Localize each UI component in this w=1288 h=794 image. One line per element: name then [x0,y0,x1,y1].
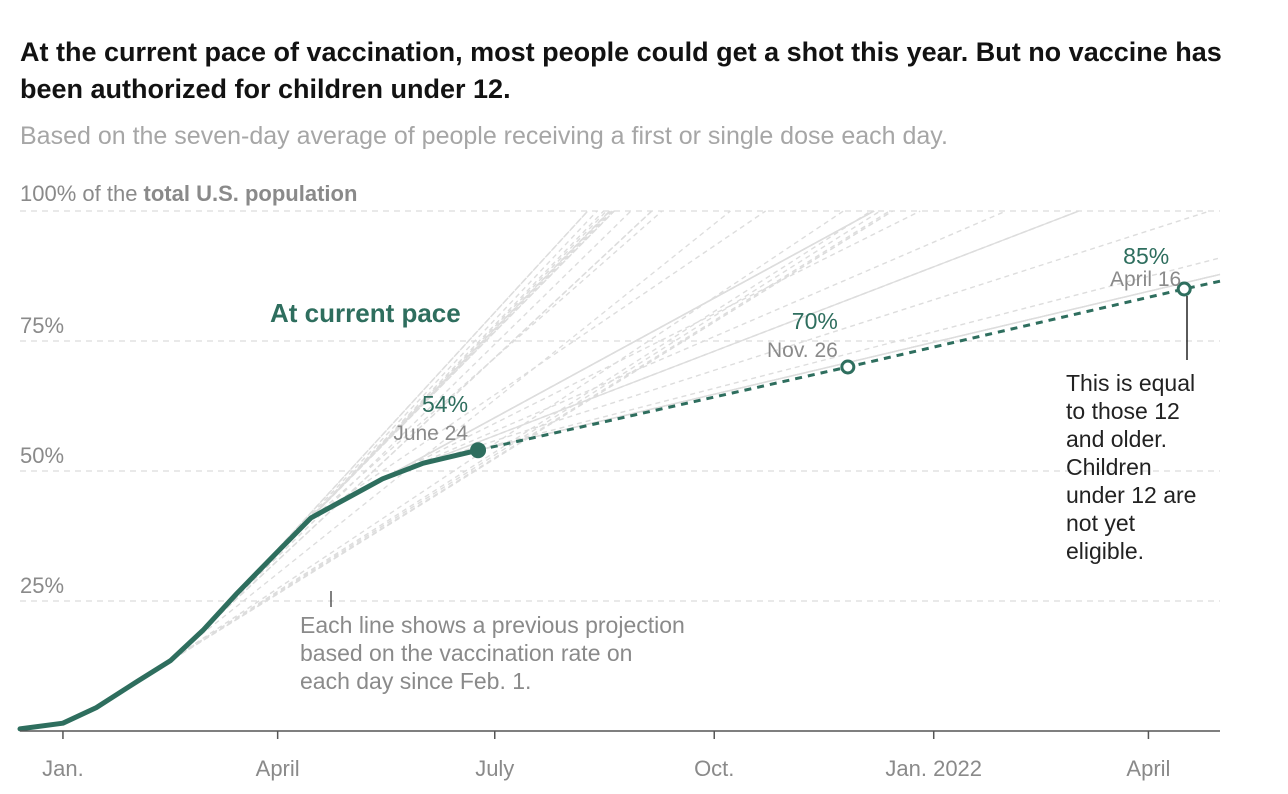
y-tick-label: 75% [20,313,64,338]
y-axis-label-bold: total U.S. population [144,181,358,206]
background-note: Each line shows a previous projection ba… [300,612,691,694]
annotation-line-2: to those 12 [1066,398,1180,424]
marker-date-label: June 24 [393,422,468,445]
projection-line [165,210,893,665]
projection-line [279,210,611,550]
x-tick-label: April [256,756,300,781]
y-tick-label: 25% [20,573,64,598]
background-note-line-3: each day since Feb. 1. [300,668,531,694]
annotation-line-7: eligible. [1066,538,1144,564]
annotation-line-5: under 12 are [1066,482,1196,508]
annotation-line-1: This is equal [1066,370,1195,396]
projection-line [179,210,731,653]
annotation-line-6: not yet [1066,510,1136,536]
x-ticks: Jan. April July Oct. Jan. 2022 April [42,731,1170,781]
projection-line [200,210,653,633]
annotation-line-4: Children [1066,454,1152,480]
projection-line [143,210,881,678]
marker-date-label: April 16 [1110,268,1181,291]
background-note-line-1: Each line shows a previous projection [300,612,685,638]
series-lines [17,279,1221,732]
actual-line [17,447,481,732]
y-axis-label: 100% of the total U.S. population [20,181,357,206]
projection-line [379,210,875,481]
y-axis-label-prefix: 100% of the [20,181,144,206]
projection-line [308,210,615,521]
marker-point [840,359,856,375]
marker-value-label: 70% [792,308,838,334]
projection-line [387,210,921,478]
projection-line [236,210,589,594]
chart-title: At the current pace of vaccination, most… [20,37,1222,104]
y-tick-label: 50% [20,443,64,468]
y-ticks: 25% 50% 75% [20,313,64,598]
projection-line [430,210,1211,463]
projection-line [422,210,1080,464]
projection-line [315,210,663,516]
x-tick-label: April [1126,756,1170,781]
annotation-under-12: This is equal to those 12 and older. Chi… [1066,370,1203,564]
x-tick-label: Oct. [694,756,734,781]
marker-value-label: 85% [1123,243,1169,269]
x-tick-label: July [475,756,514,781]
markers: 54% June 24 70% Nov. 26 85%April 16 [393,243,1192,459]
marker-date-label: Nov. 26 [767,339,838,362]
projection-line [172,210,844,660]
background-note-line-2: based on the vaccination rate on [300,640,632,666]
background-projections [136,210,1221,683]
projection-line-current [477,279,1221,452]
chart-subtitle: Based on the seven-day average of people… [20,122,948,150]
series-label: At current pace [270,298,461,328]
projection-line [136,210,872,683]
x-tick-label: Jan. 2022 [885,756,982,781]
marker-value-label: 54% [422,391,468,417]
projection-line [322,210,767,512]
projection-line [394,210,1007,475]
marker-point [1176,281,1192,297]
marker-point [470,442,487,459]
x-tick-label: Jan. [42,756,84,781]
gridlines [20,210,1220,602]
annotation-line-3: and older. [1066,426,1167,452]
